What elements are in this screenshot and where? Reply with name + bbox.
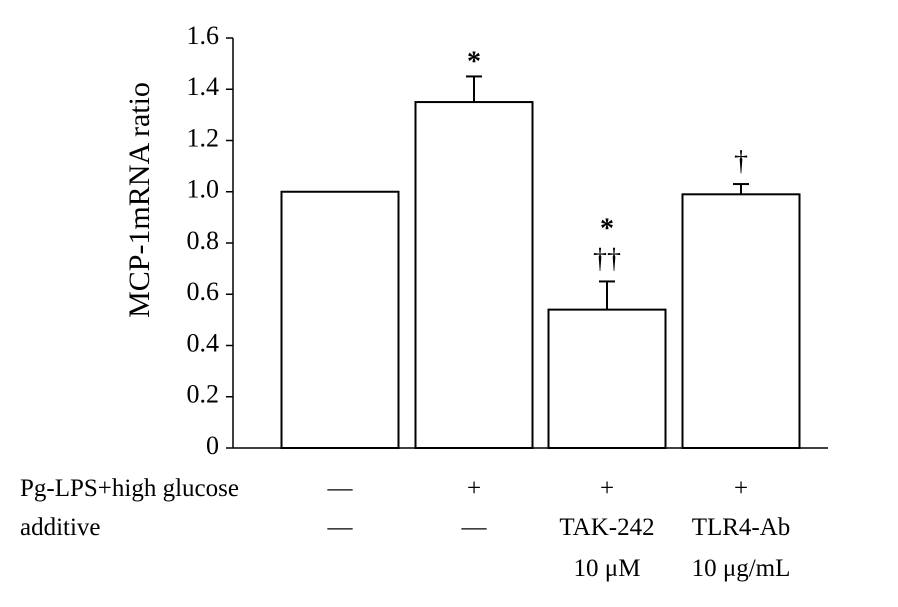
y-axis-label: MCP-1mRNA ratio — [123, 82, 156, 318]
condition-cell: TAK-242 — [559, 514, 654, 541]
condition-cell: + — [734, 475, 748, 502]
y-axis: 0 0.2 0.4 0.6 0.8 1.0 1.2 1.4 1.6 — [187, 21, 828, 460]
significance-dagger: †† — [593, 243, 621, 274]
y-tick-label: 0 — [206, 431, 219, 460]
significance-dagger: † — [734, 146, 748, 177]
y-tick-label: 0.4 — [187, 328, 220, 357]
condition-row-label: additive — [20, 514, 101, 541]
condition-cell: + — [467, 475, 481, 502]
condition-cell: 10 μM — [574, 555, 641, 582]
bars: *††*† — [280, 46, 801, 449]
condition-cell: — — [461, 514, 488, 541]
y-tick-label: 0.8 — [187, 226, 220, 255]
y-tick-label: 1.4 — [187, 72, 220, 101]
y-tick-label: 0.2 — [187, 380, 220, 409]
condition-cell: TLR4-Ab — [692, 514, 791, 541]
condition-cell: — — [327, 514, 354, 541]
condition-table: Pg-LPS+high glucose — + + + additive — — TAK-242… — [20, 475, 790, 582]
y-tick-label: 1.2 — [187, 123, 220, 152]
condition-row-label: Pg-LPS+high glucose — [20, 475, 239, 502]
condition-cell: 10 μg/mL — [692, 555, 791, 582]
y-tick-label: 1.6 — [187, 21, 220, 50]
significance-star: * — [467, 46, 481, 77]
bar — [414, 101, 534, 449]
y-tick-label: 1.0 — [187, 175, 220, 204]
significance-star: * — [600, 213, 614, 244]
bar — [280, 190, 400, 449]
condition-cell: + — [600, 475, 614, 502]
bar — [547, 308, 667, 449]
y-tick-label: 0.6 — [187, 277, 220, 306]
condition-cell: — — [327, 475, 354, 502]
bar — [681, 193, 801, 449]
